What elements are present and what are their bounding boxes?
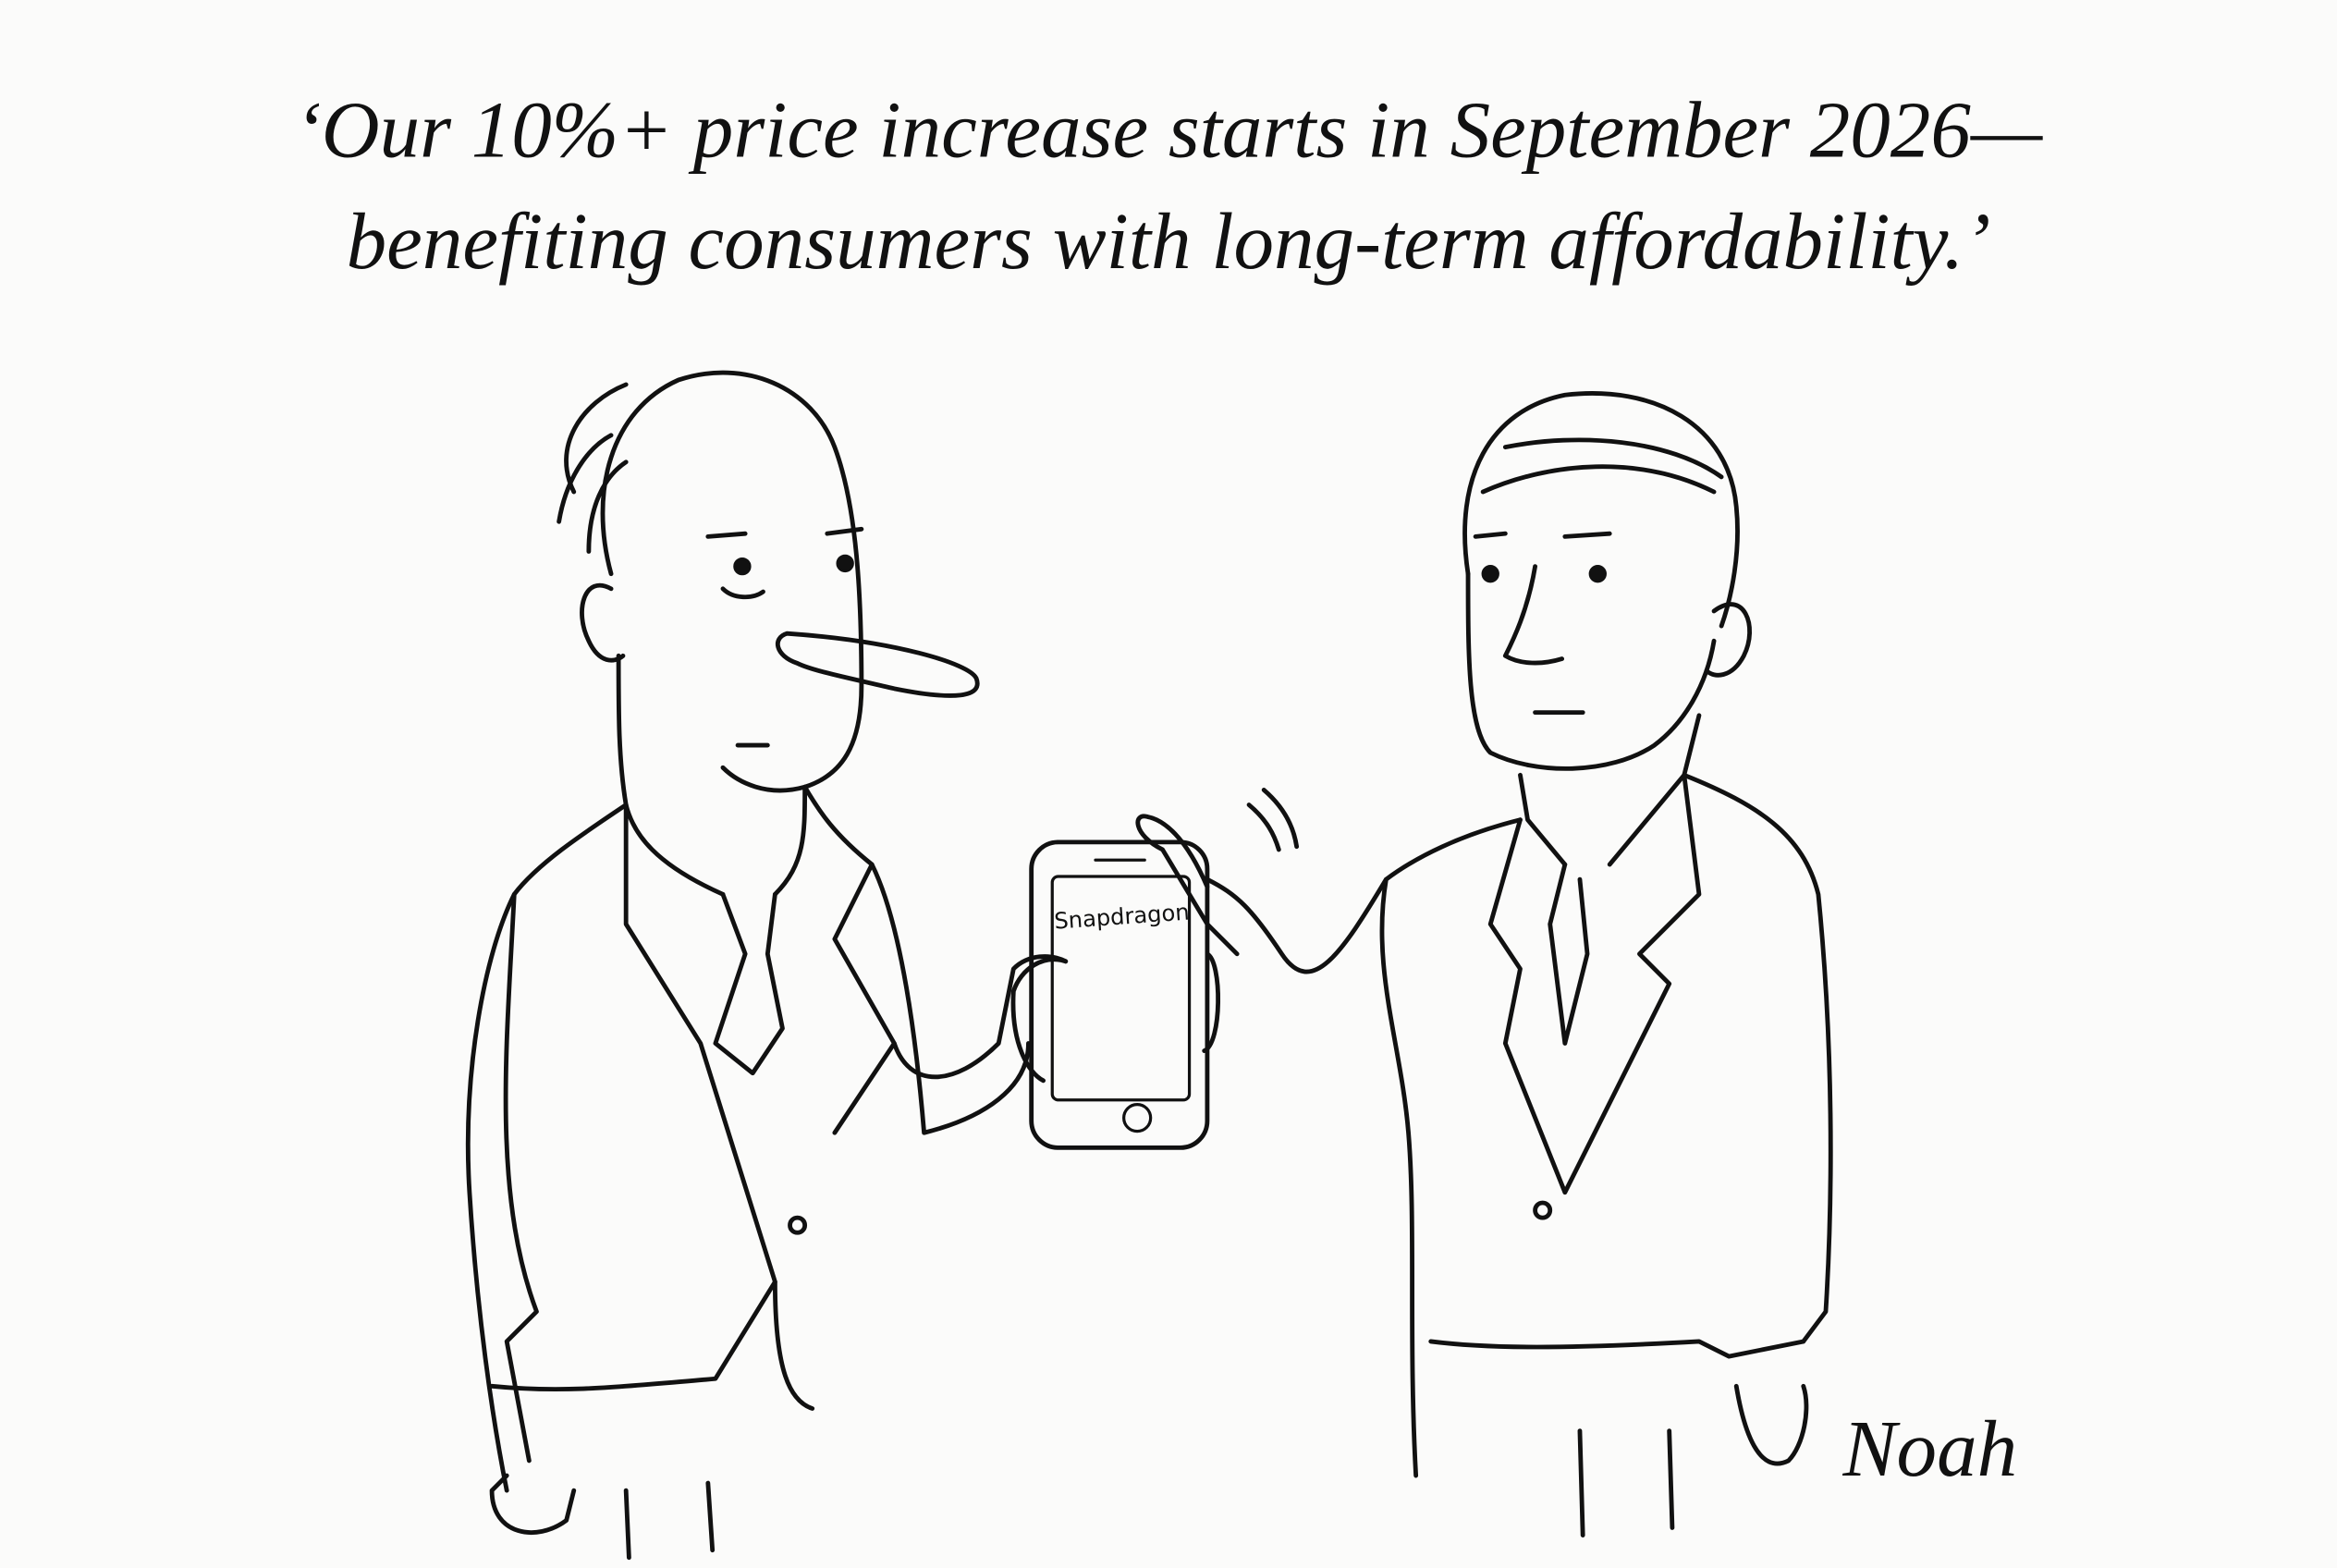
line-art — [720, 586, 765, 600]
right-man — [1135, 391, 1833, 1537]
line-art — [616, 653, 629, 807]
line-art — [1480, 437, 1724, 495]
line-art — [1588, 565, 1607, 583]
line-art — [1533, 1200, 1553, 1220]
line-art — [788, 1215, 808, 1235]
line-art — [705, 526, 864, 539]
caption-line: ‘Our 10%+ price increase starts in Septe… — [295, 84, 2043, 174]
line-art — [1473, 531, 1612, 539]
line-art — [1122, 1103, 1153, 1133]
line-art — [733, 557, 752, 576]
line-art — [623, 1480, 716, 1561]
line-art — [775, 631, 980, 698]
line-art — [580, 582, 626, 663]
line-art — [1502, 564, 1565, 666]
line-art — [1481, 565, 1499, 583]
line-art — [1010, 957, 1069, 1084]
line-art — [1465, 571, 1717, 771]
line-art — [1202, 951, 1221, 1053]
line-art — [1577, 1428, 1675, 1537]
line-art — [1462, 391, 1740, 629]
line-art — [465, 802, 629, 1493]
line-art — [1050, 875, 1192, 1102]
line-art — [503, 891, 539, 1464]
line-art — [623, 784, 897, 1284]
line-art — [1029, 839, 1210, 1150]
line-art — [623, 784, 808, 897]
line-art — [1733, 1383, 1809, 1466]
line-art — [713, 891, 785, 1076]
left-man — [465, 370, 1069, 1561]
line-art — [1487, 772, 1702, 1195]
line-art — [1246, 788, 1300, 852]
line-art — [869, 862, 1031, 1135]
line-art — [1682, 772, 1833, 1344]
line-art — [1704, 602, 1753, 678]
line-art — [1205, 876, 1389, 974]
line-art — [1548, 862, 1590, 1046]
line-art — [557, 382, 629, 554]
line-art — [836, 554, 854, 573]
line-art — [489, 1473, 577, 1535]
line-art — [1379, 817, 1523, 1478]
line-art — [489, 1280, 815, 1411]
line-art — [1428, 1339, 1806, 1359]
signature: Noah — [1841, 1403, 2017, 1493]
caption-line: benefiting consumers with long-term affo… — [347, 196, 1991, 286]
